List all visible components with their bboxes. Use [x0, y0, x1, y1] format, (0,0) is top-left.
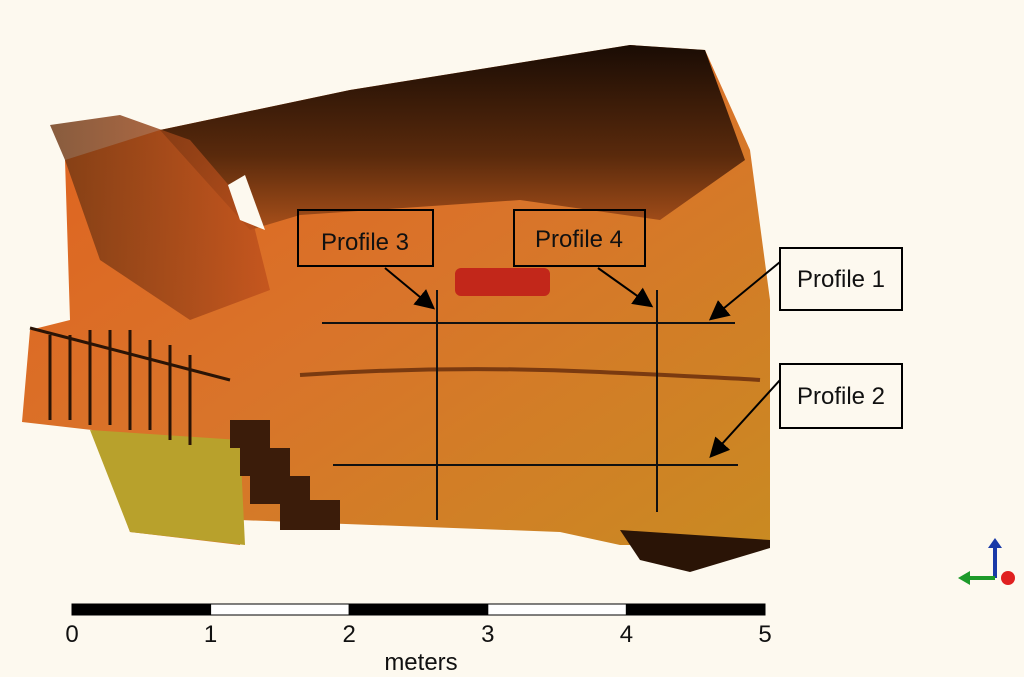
scale-segment: [210, 603, 350, 616]
scale-unit: meters: [384, 649, 457, 676]
scale-tick-label: 5: [758, 621, 771, 648]
arrows: [384, 261, 781, 458]
point-cloud: [22, 45, 770, 572]
scale-segment: [625, 603, 766, 616]
scale-tick-label: 3: [481, 621, 494, 648]
scale-tick-label: 1: [204, 621, 217, 648]
scale-segment: [487, 603, 627, 616]
axis-triad: [958, 538, 1015, 585]
profile-label: Profile 1: [797, 266, 885, 293]
scale-tick-label: 4: [620, 621, 633, 648]
scale-segment: [71, 603, 212, 616]
profile-label: Profile 3: [321, 229, 409, 256]
scale-tick-label: 2: [343, 621, 356, 648]
profile-lines: [322, 290, 738, 520]
profile-label: Profile 4: [535, 226, 623, 253]
scale-bar: 0 1 2 3 4 5: [65, 603, 772, 648]
scale-tick-label: 0: [65, 621, 78, 648]
profile-boxes: [297, 209, 903, 429]
profile-label: Profile 2: [797, 383, 885, 410]
scale-segment: [348, 603, 489, 616]
